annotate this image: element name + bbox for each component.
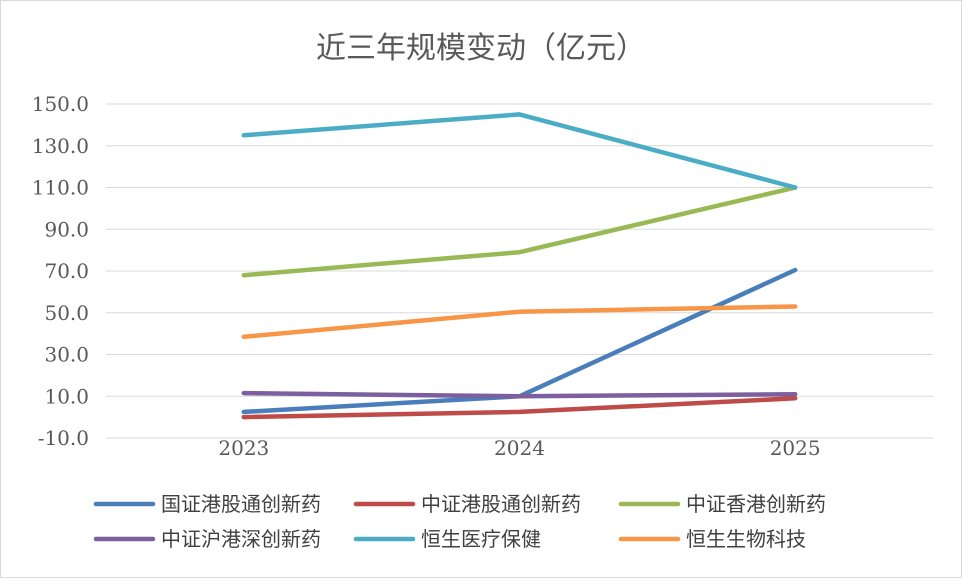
legend-label: 国证港股通创新药 (161, 492, 321, 516)
y-tick-label: 110.0 (32, 176, 89, 200)
y-tick-label: 70.0 (44, 259, 89, 283)
y-tick-label: 150.0 (32, 92, 89, 116)
y-tick-label: 30.0 (44, 343, 89, 367)
legend-label: 中证港股通创新药 (421, 492, 581, 516)
y-tick-label: 90.0 (44, 217, 89, 241)
legend-label: 中证沪港深创新药 (161, 527, 321, 551)
y-tick-label: 10.0 (44, 384, 89, 408)
gridlines (106, 103, 933, 439)
legend-label: 中证香港创新药 (686, 492, 826, 516)
series-line-2 (241, 396, 798, 420)
chart-title: 近三年规模变动（亿元） (316, 31, 646, 66)
x-tick-label: 2023 (218, 436, 269, 460)
series-lines (241, 112, 798, 420)
series-line-6 (241, 304, 798, 340)
legend-label: 恒生医疗保健 (421, 527, 541, 551)
series-line-4 (241, 390, 798, 399)
y-axis: -10.0 10.0 30.0 50.0 70.0 90.0 110.0 130.0 150.0 (32, 92, 89, 450)
y-tick-label: 50.0 (44, 301, 89, 325)
series-line-5 (241, 112, 798, 190)
x-tick-label: 2024 (494, 436, 545, 460)
y-tick-label: 130.0 (32, 134, 89, 158)
series-line-3 (241, 185, 798, 278)
legend-label: 恒生生物科技 (686, 527, 806, 551)
series-line-1 (241, 267, 798, 415)
y-tick-label: -10.0 (38, 426, 89, 450)
x-tick-label: 2025 (770, 436, 821, 460)
x-axis: 2023 2024 2025 (218, 436, 820, 460)
